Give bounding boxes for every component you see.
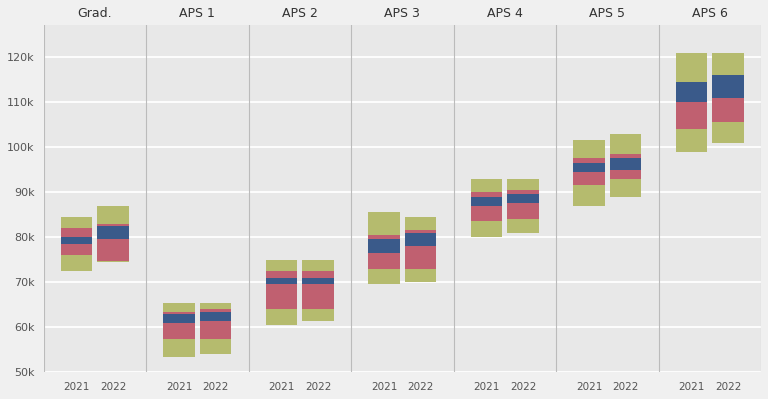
Bar (303, 278, 334, 284)
Bar (351, 26, 454, 372)
Bar (405, 233, 436, 246)
Bar (712, 53, 743, 142)
Bar (405, 217, 436, 282)
Bar (712, 86, 743, 122)
Bar (471, 192, 502, 221)
Bar (676, 98, 707, 129)
Bar (164, 314, 195, 323)
Bar (369, 239, 400, 253)
Bar (164, 312, 195, 338)
Bar (303, 271, 334, 309)
Bar (266, 271, 297, 309)
Bar (146, 26, 249, 372)
Bar (454, 26, 556, 372)
Bar (471, 179, 502, 237)
Bar (44, 26, 146, 372)
Bar (676, 82, 707, 102)
Bar (659, 26, 761, 372)
Bar (610, 158, 641, 170)
Bar (508, 190, 538, 219)
Bar (98, 226, 129, 239)
Bar (61, 237, 92, 244)
Bar (61, 217, 92, 271)
Bar (574, 140, 605, 205)
Bar (369, 212, 400, 284)
Bar (98, 205, 129, 262)
Bar (266, 260, 297, 325)
Bar (676, 53, 707, 152)
Bar (405, 231, 436, 269)
Bar (164, 302, 195, 357)
Bar (508, 194, 538, 203)
Bar (98, 224, 129, 261)
Bar (61, 228, 92, 255)
Bar (249, 26, 351, 372)
Bar (200, 312, 231, 320)
Bar (200, 309, 231, 338)
Bar (610, 134, 641, 197)
Bar (574, 163, 605, 172)
Bar (303, 260, 334, 320)
Bar (574, 158, 605, 186)
Bar (610, 154, 641, 179)
Bar (200, 302, 231, 354)
Bar (471, 197, 502, 205)
Bar (712, 75, 743, 98)
Bar (369, 235, 400, 269)
Bar (266, 278, 297, 284)
Bar (556, 26, 659, 372)
Bar (508, 179, 538, 233)
